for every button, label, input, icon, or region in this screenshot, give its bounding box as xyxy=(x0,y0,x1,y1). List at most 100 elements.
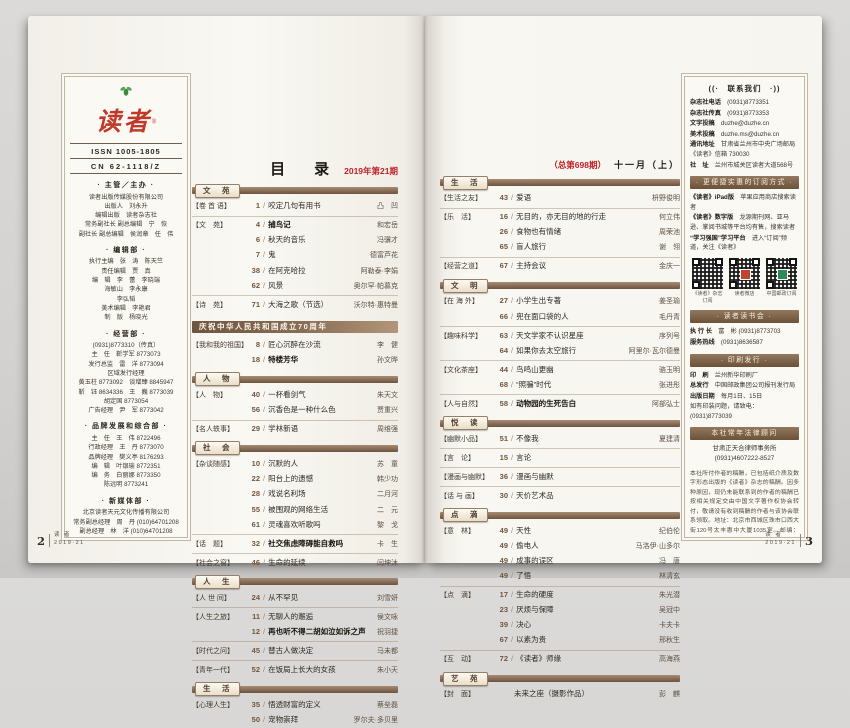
toc-title: 鸟鸣山更幽 xyxy=(516,364,554,374)
toc-category: 【经营之道】 xyxy=(440,263,482,271)
toc-title: 悟透财富的定义 xyxy=(268,699,321,709)
toc-title: 不像我 xyxy=(516,433,539,443)
masthead-line: 编辑出版 读者杂志社 xyxy=(95,212,157,220)
masthead-panel: 读者® ISSN 1005-1805 CN 62-1118/Z · 主管／主办 … xyxy=(61,73,191,541)
qr-center-logo xyxy=(777,268,788,280)
field-label: 印 刷 xyxy=(690,371,709,379)
toc-title: 如果你去太空旅行 xyxy=(516,345,577,355)
masthead-section-header: · 品牌发展和综合部 · xyxy=(84,423,168,431)
toc-title: “照骗”时代 xyxy=(516,379,552,389)
section-bar: 文 苑 xyxy=(192,183,398,198)
toc-author: 邢秋生 xyxy=(659,637,680,645)
toc-separator: / xyxy=(511,227,514,237)
qr-eye xyxy=(766,257,774,266)
section-bar: 生 活 xyxy=(192,682,398,696)
toc-column-right: （总第698期） 十一月（上） 生 活【生活之友】 43/爱语 枡野俊明 【乐 活】 1… xyxy=(440,158,680,702)
field-label: 杂志社传真 xyxy=(690,109,721,117)
issn-number: ISSN 1005-1805 xyxy=(70,143,182,159)
toc-author: 孙文晔 xyxy=(377,356,398,364)
toc-page-number: 71 xyxy=(251,299,260,309)
masthead-section-header: · 主管／主办 · xyxy=(97,182,155,189)
toc-page-number: 55 xyxy=(251,504,260,514)
toc-author: 李 健 xyxy=(377,341,398,349)
toc-entry: 66/兜在面口袋的人 毛丹青 xyxy=(440,309,680,324)
toc-entry: 【话 题】 32/社交焦虑障碍能自救吗 卡 生 xyxy=(192,534,398,551)
toc-page-number: 8 xyxy=(255,339,260,349)
month-label: 十一月（上） xyxy=(613,160,680,170)
toc-author: 德富芦花 xyxy=(370,252,398,260)
qr-code-icon xyxy=(692,257,723,289)
toc-title: 兜在面口袋的人 xyxy=(516,311,569,321)
toc-entry: 【趣味科学】 63/天文学家不认识星座 序列号 xyxy=(440,326,680,343)
toc-author: 周维强 xyxy=(377,426,398,433)
toc-category: 【青年一代】 xyxy=(192,666,234,674)
section-tab-label: 生 活 xyxy=(195,682,240,696)
sidebar-section-bar: · 印刷发行 · xyxy=(690,353,799,367)
toc-title: 了悟 xyxy=(516,571,532,581)
toc-separator: / xyxy=(511,212,514,222)
toc-separator: / xyxy=(263,235,266,245)
toc-category: 【生活之友】 xyxy=(440,195,482,203)
sidebar-field: 出版日期 每月1日、15日 xyxy=(690,392,763,400)
section-tab-label: 生 活 xyxy=(443,175,488,190)
toc-author: 冯 唐 xyxy=(659,557,680,565)
toc-entry: 56/沉香色是一种什么色 贾重兴 xyxy=(192,403,398,418)
masthead-line: 执行主编 张 涛 陈天竺 xyxy=(88,258,164,266)
masthead-line: 靳 钰 8634336 王 巍 8773039 xyxy=(78,388,174,396)
toc-title: 生命的延续 xyxy=(268,557,306,567)
toc-page-number: 40 xyxy=(251,389,260,399)
section-tab-label: 文 苑 xyxy=(195,183,240,198)
toc-page-number: 46 xyxy=(251,557,260,567)
masthead-line: 区域发行经理 xyxy=(107,369,145,377)
toc-author: 朱光潜 xyxy=(659,592,680,599)
toc-separator: / xyxy=(511,261,514,271)
qr-eye xyxy=(692,257,700,266)
toc-page-number: 11 xyxy=(252,611,260,621)
right-page-footer: 读 者 2019·21 3 xyxy=(765,532,813,547)
toc-author: 夏建清 xyxy=(659,435,680,443)
toc-author: 二 元 xyxy=(377,506,398,514)
toc-separator: / xyxy=(263,557,266,567)
toc-page-number: 32 xyxy=(251,538,260,548)
toc-entry: 64/如果你去太空旅行 阿里尔·瓦尔德曼 xyxy=(440,343,680,358)
toc-separator: / xyxy=(511,398,514,408)
masthead-line: 副社长 副总编辑 侯润章 任 伟 xyxy=(78,230,174,238)
toc-author: 何立伟 xyxy=(659,214,680,222)
toc-author: 侯文咏 xyxy=(377,613,398,621)
toc-separator: / xyxy=(263,389,266,399)
sidebar-field: 文字投稿 duzhe@duzhe.cn xyxy=(690,120,770,128)
field-label: 《读者》数字版 xyxy=(690,214,734,222)
footer-magazine-info: 读 者 2019·21 xyxy=(54,532,85,547)
section-tab-label: 悦 读 xyxy=(443,416,488,431)
toc-title: 天价艺术品 xyxy=(516,490,554,500)
masthead-line: 主 任 靳学军 8773073 xyxy=(91,351,161,359)
qr-code-icon xyxy=(766,257,797,289)
toc-title: 从不罕见 xyxy=(268,592,299,602)
toc-title: 盲人旅行 xyxy=(516,242,547,252)
toc-title: 一杯看剑气 xyxy=(268,389,306,399)
masthead-line: 海敏山 李永康 xyxy=(104,286,148,294)
toc-author: 和宏岳 xyxy=(377,222,398,230)
toc-separator: / xyxy=(263,474,266,484)
toc-author: 金庆一 xyxy=(659,263,680,271)
footer-magazine-name: 读 者 xyxy=(54,532,72,539)
toc-entry: 【乐 活】 16/无目的，亦无目的地的行走 何立伟 xyxy=(440,207,680,225)
right-page: （总第698期） 十一月（上） 生 活【生活之友】 43/爱语 枡野俊明 【乐 活】 1… xyxy=(425,16,822,698)
toc-separator: / xyxy=(263,645,266,655)
toc-page-number: 72 xyxy=(499,654,508,664)
toc-title: 在阿克哈拉 xyxy=(268,265,306,275)
sidebar-field: 服务热线 (0931)8636587 xyxy=(690,339,763,347)
toc-title: 无目的，亦无目的地的行走 xyxy=(516,212,607,222)
toc-page-number: 56 xyxy=(251,405,260,415)
toc-title: 阳台上的遗憾 xyxy=(268,474,314,484)
toc-title: 目 录 xyxy=(270,160,337,178)
footer-magazine-name: 读 者 xyxy=(765,532,783,539)
issue-number-total: （总第698期） xyxy=(549,160,606,170)
masthead-line: 主 任 王 伟 8722496 xyxy=(91,434,161,442)
sidebar-field: 印 刷 兰州新华印刷厂 xyxy=(690,371,759,379)
toc-entry: 22/阳台上的遗憾 韩少功 xyxy=(192,472,398,487)
toc-separator: / xyxy=(511,540,514,550)
toc-entry: 【文化茶座】 44/鸟鸣山更幽 骆玉明 xyxy=(440,360,680,377)
toc-separator: / xyxy=(511,296,514,306)
toc-author: 卡 生 xyxy=(377,540,398,548)
